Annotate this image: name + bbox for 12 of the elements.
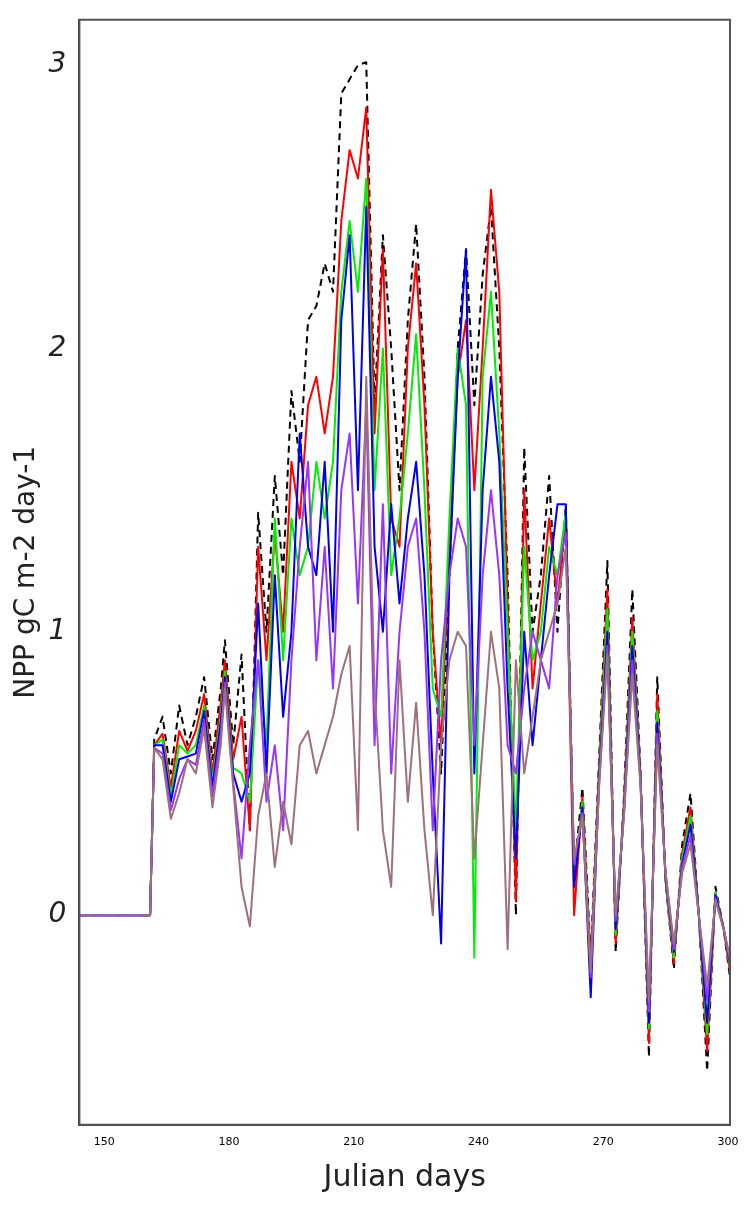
x-tick-label: 150: [93, 1135, 115, 1149]
x-axis-title: Julian days: [321, 1157, 486, 1193]
y-tick-label: 3: [48, 46, 67, 80]
y-tick-label: 1: [48, 613, 67, 647]
y-tick-label: 2: [48, 329, 67, 363]
x-tick-label: 210: [343, 1135, 365, 1149]
x-tick-label: 180: [218, 1135, 240, 1149]
y-tick-label: 0: [48, 896, 67, 930]
x-tick-label: 300: [717, 1135, 739, 1149]
y-axis-title: NPP gC m-2 day-1: [8, 445, 42, 699]
x-tick-label: 270: [592, 1135, 614, 1149]
x-tick-label: 240: [468, 1135, 489, 1149]
